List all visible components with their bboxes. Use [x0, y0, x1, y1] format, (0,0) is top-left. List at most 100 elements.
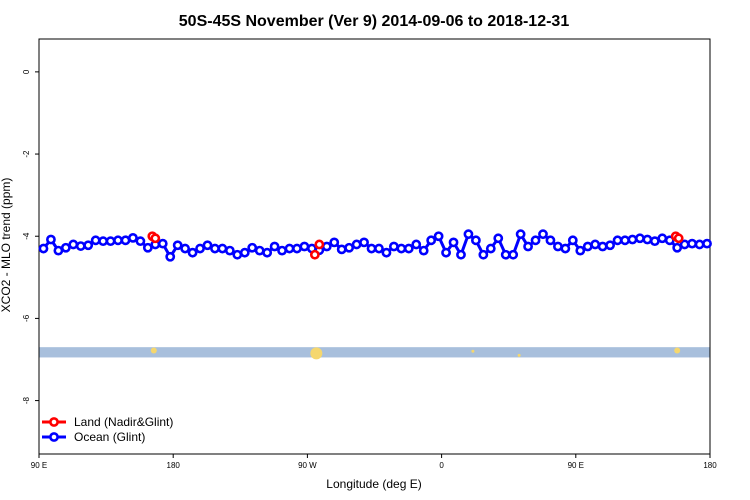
- x-tick-label-3: 0: [439, 461, 444, 470]
- point-ocean-glint-12: [128, 232, 138, 243]
- point-ocean-glint-17: [165, 251, 176, 262]
- point-ocean-glint-3: [60, 242, 71, 253]
- legend-marker-land-nadir-glint: [49, 417, 59, 427]
- chart-title: 50S-45S November (Ver 9) 2014-09-06 to 2…: [179, 13, 570, 30]
- point-ocean-glint-50: [411, 239, 422, 250]
- point-ocean-glint-52: [426, 235, 437, 246]
- point-ocean-glint-55: [448, 237, 459, 248]
- point-ocean-glint-0: [38, 243, 49, 254]
- point-ocean-glint-13: [135, 236, 146, 247]
- point-ocean-glint-11: [120, 235, 131, 246]
- point-ocean-glint-1: [46, 234, 56, 245]
- x-tick-label-1: 180: [167, 461, 181, 470]
- point-ocean-glint-25: [224, 245, 235, 256]
- point-ocean-glint-30: [262, 247, 273, 258]
- yellow-mark-4: [517, 353, 521, 357]
- point-ocean-glint-49: [403, 243, 414, 254]
- point-ocean-glint-70: [560, 243, 571, 254]
- x-tick-label-2: 90 W: [298, 461, 317, 470]
- point-ocean-glint-40: [336, 244, 347, 255]
- point-ocean-glint-9: [105, 236, 116, 247]
- point-ocean-glint-31: [269, 241, 280, 252]
- point-ocean-glint-19: [180, 243, 191, 254]
- point-ocean-glint-69: [553, 241, 563, 252]
- point-land-nadir-glint-3: [314, 239, 325, 250]
- point-ocean-glint-20: [187, 247, 198, 258]
- point-ocean-glint-5: [75, 241, 86, 251]
- point-ocean-glint-88: [694, 239, 705, 250]
- point-ocean-glint-14: [142, 242, 153, 253]
- point-ocean-glint-87: [687, 238, 698, 249]
- legend-label-land-nadir-glint: Land (Nadir&Glint): [74, 415, 173, 429]
- point-ocean-glint-42: [351, 239, 362, 250]
- point-ocean-glint-89: [702, 238, 712, 249]
- point-ocean-glint-83: [657, 233, 668, 244]
- point-ocean-glint-44: [366, 243, 377, 254]
- point-ocean-glint-18: [172, 240, 183, 251]
- yellow-mark-3: [471, 349, 475, 353]
- point-ocean-glint-6: [83, 240, 94, 251]
- point-land-nadir-glint-2: [309, 249, 320, 260]
- point-ocean-glint-85: [672, 242, 683, 253]
- point-ocean-glint-73: [582, 241, 593, 252]
- point-ocean-glint-74: [590, 239, 601, 250]
- point-ocean-glint-76: [605, 240, 615, 251]
- point-land-nadir-glint-1: [150, 233, 161, 244]
- point-ocean-glint-10: [113, 235, 123, 246]
- y-tick-label-4: -8: [22, 396, 31, 404]
- point-ocean-glint-24: [217, 243, 228, 254]
- point-ocean-glint-22: [202, 240, 213, 251]
- y-tick-label-0: 0: [22, 69, 31, 74]
- x-axis-label: Longitude (deg E): [326, 477, 421, 491]
- point-ocean-glint-26: [232, 249, 243, 260]
- point-ocean-glint-32: [277, 245, 287, 256]
- point-ocean-glint-46: [381, 247, 392, 258]
- point-ocean-glint-66: [530, 235, 541, 246]
- point-ocean-glint-39: [329, 237, 340, 248]
- point-ocean-glint-27: [239, 247, 250, 258]
- point-ocean-glint-4: [68, 239, 79, 250]
- x-tick-label-4: 90 E: [568, 461, 584, 470]
- point-ocean-glint-51: [418, 245, 429, 256]
- y-tick-label-1: -2: [22, 150, 31, 158]
- point-ocean-glint-82: [649, 236, 660, 247]
- plot-area: 90 E 180 90 W 0 90 E 180 0 -2 -4 -6 -8 Land (Nadir&…: [22, 38, 717, 470]
- point-ocean-glint-63: [508, 249, 519, 260]
- point-ocean-glint-62: [500, 249, 511, 260]
- x-tick-label-5: 180: [703, 461, 717, 470]
- point-ocean-glint-57: [463, 229, 474, 240]
- point-ocean-glint-58: [470, 235, 481, 246]
- point-ocean-glint-78: [620, 235, 630, 246]
- point-ocean-glint-86: [679, 239, 690, 250]
- point-ocean-glint-21: [195, 243, 205, 254]
- point-ocean-glint-68: [545, 235, 556, 246]
- yellow-mark-2: [674, 347, 681, 354]
- y-axis-label: XCO2 - MLO trend (ppm): [0, 178, 13, 313]
- y-tick-label-3: -6: [22, 314, 31, 322]
- point-ocean-glint-61: [493, 233, 504, 244]
- point-ocean-glint-81: [642, 234, 653, 245]
- point-ocean-glint-2: [53, 245, 64, 256]
- yellow-mark-0: [150, 347, 157, 354]
- point-ocean-glint-56: [456, 249, 466, 260]
- point-ocean-glint-38: [321, 241, 332, 252]
- point-ocean-glint-47: [388, 241, 399, 252]
- legend-marker-ocean-glint: [49, 432, 59, 442]
- point-ocean-glint-7: [90, 235, 101, 246]
- point-ocean-glint-71: [567, 235, 578, 246]
- point-ocean-glint-16: [157, 238, 168, 249]
- point-ocean-glint-28: [247, 242, 258, 253]
- point-ocean-glint-45: [374, 243, 384, 254]
- point-ocean-glint-65: [523, 241, 533, 252]
- point-ocean-glint-29: [254, 245, 265, 256]
- point-ocean-glint-35: [299, 241, 310, 252]
- point-ocean-glint-53: [433, 231, 444, 242]
- x-tick-label-0: 90 E: [31, 461, 47, 470]
- point-ocean-glint-75: [597, 241, 608, 252]
- point-ocean-glint-79: [627, 234, 638, 245]
- point-ocean-glint-48: [396, 243, 407, 254]
- point-ocean-glint-43: [359, 237, 369, 248]
- point-ocean-glint-72: [575, 245, 586, 256]
- reference-band: [39, 347, 710, 358]
- point-ocean-glint-67: [538, 229, 548, 240]
